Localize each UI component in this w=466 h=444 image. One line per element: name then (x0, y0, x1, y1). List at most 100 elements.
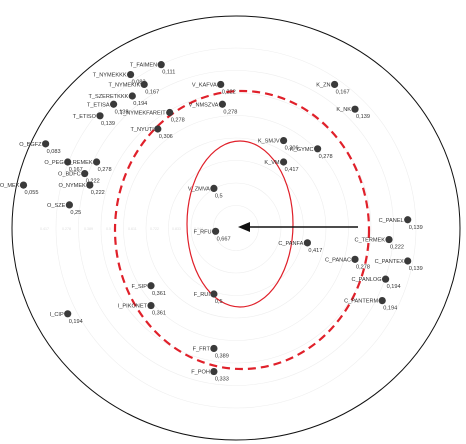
grid-ring (123, 115, 349, 341)
point-marker (314, 145, 322, 153)
point-marker (303, 239, 311, 247)
point-marker (210, 290, 218, 298)
point-value: 0,278 (98, 167, 112, 173)
point-label: C_TERMEK (355, 238, 386, 244)
point-value: 0,389 (215, 353, 229, 359)
point-marker (93, 158, 101, 166)
data-point: O_REMEK 0,278 (65, 158, 112, 173)
point-marker (217, 80, 225, 89)
data-point: C_PANTEX 0,139 (375, 257, 423, 272)
point-label: O_PEG (44, 160, 63, 166)
point-marker (280, 136, 288, 145)
point-value: 0,417 (285, 167, 299, 173)
point-label: T_SZERETKKK (89, 94, 129, 100)
point-marker (331, 80, 339, 89)
grid-ring (55, 47, 417, 409)
point-marker (404, 216, 412, 224)
point-value: 0,5 (215, 193, 223, 199)
data-point: C_PANEL 0,139 (379, 216, 423, 231)
point-value: 0,333 (215, 377, 229, 383)
axis-tick-label: 0.417 (40, 227, 49, 231)
data-point: K_VM 0,417 (264, 158, 299, 173)
point-label: K_ZN (316, 82, 330, 88)
data-point: C_PANTERM 0,194 (344, 297, 397, 312)
point-value: 0,5 (215, 299, 223, 305)
point-label: T_FAIMEN (130, 63, 157, 69)
point-value: 0,139 (409, 266, 423, 272)
point-marker (110, 100, 118, 108)
point-label: C_PANLOG (352, 277, 382, 283)
data-point: F_POH 0,333 (191, 367, 229, 383)
point-label: T_ETISA (87, 102, 110, 108)
point-label: C_PANAC (325, 257, 351, 263)
data-point: I_CIP 0,194 (50, 310, 83, 325)
data-point: F_RUI 0,5 (194, 290, 223, 305)
point-marker (42, 140, 50, 148)
grid-ring (168, 160, 304, 296)
point-marker (382, 275, 390, 283)
axis-tick-label: 0.722 (150, 227, 159, 231)
data-point: O_NYMEK 0,222 (58, 181, 105, 196)
point-marker (351, 255, 359, 263)
point-value: 0,083 (132, 80, 146, 86)
point-label: F_POH (191, 370, 210, 376)
inner-cluster-ellipse (186, 140, 294, 308)
point-marker (128, 92, 136, 100)
point-value: 0,306 (159, 134, 173, 140)
point-marker (212, 227, 220, 235)
point-marker (210, 367, 218, 376)
point-value: 0,139 (115, 109, 129, 115)
point-label: F_RFU (194, 229, 212, 235)
point-value: 0,194 (69, 319, 83, 325)
point-marker (86, 181, 94, 189)
dashed-cluster-ellipse (113, 89, 371, 371)
point-value: 0,055 (25, 190, 39, 196)
data-point: O_SZE 0,25 (47, 201, 81, 216)
point-label: K_NK (336, 107, 351, 113)
point-label: T_ETISO (73, 114, 97, 120)
data-point: T_ETISA 0,139 (87, 100, 129, 115)
point-marker (147, 301, 155, 310)
point-label: K_VM (264, 160, 280, 166)
point-label: I_PIKONET (118, 304, 148, 310)
data-point: F_FRT 0,389 (193, 344, 229, 359)
point-label: O_REMEK (65, 160, 93, 166)
point-label: F_FRT (193, 346, 211, 352)
point-label: I_CIP (50, 312, 64, 318)
point-marker (96, 112, 104, 120)
data-point: K_NK 0,139 (336, 105, 370, 120)
point-value: 0,278 (171, 118, 185, 124)
data-point: T_SZERETKKK 0,194 (89, 92, 147, 107)
axis-tick-label: 0.389 (84, 227, 93, 231)
data-point: K_SMJV 0,306 (258, 136, 299, 152)
point-value: 0,222 (390, 245, 404, 251)
point-label: T_NYMEKFAREIT (120, 111, 167, 117)
point-marker (64, 310, 72, 318)
data-point: C_PANAC 0,278 (325, 255, 370, 270)
data-point: F_RFU 0,667 (194, 227, 231, 242)
point-value: 0,278 (223, 109, 237, 115)
point-marker (378, 297, 386, 305)
point-value: 0,139 (356, 114, 370, 120)
point-label: V_NMSZVA (189, 102, 219, 108)
point-value: 0,194 (387, 284, 401, 290)
point-label: K_GYMC (290, 147, 314, 153)
data-point: V_NMSZVA 0,278 (189, 100, 237, 115)
data-point: O_PEG 0,167 (44, 158, 83, 173)
point-label: T_NYMEKIK (108, 82, 140, 88)
point-value: 0,111 (162, 70, 175, 76)
point-label: C_PANEL (379, 218, 404, 224)
point-marker (218, 100, 226, 108)
data-point: O_MEK 0,055 (0, 181, 39, 196)
point-label: O_NYMEK (58, 183, 86, 189)
point-label: T_NYMEKKK (93, 73, 127, 79)
axis-tick-label: 0.833 (172, 227, 181, 231)
data-point: T_NYMEKKK 0,083 (93, 70, 146, 86)
arrow-head (238, 222, 250, 232)
point-value: 0,222 (91, 190, 105, 196)
point-value: 0,306 (285, 146, 299, 152)
axis-tick-label: 0.944 (194, 227, 203, 231)
data-point: V_ZMVA 0,5 (188, 184, 223, 199)
point-value: 0,167 (145, 89, 159, 95)
